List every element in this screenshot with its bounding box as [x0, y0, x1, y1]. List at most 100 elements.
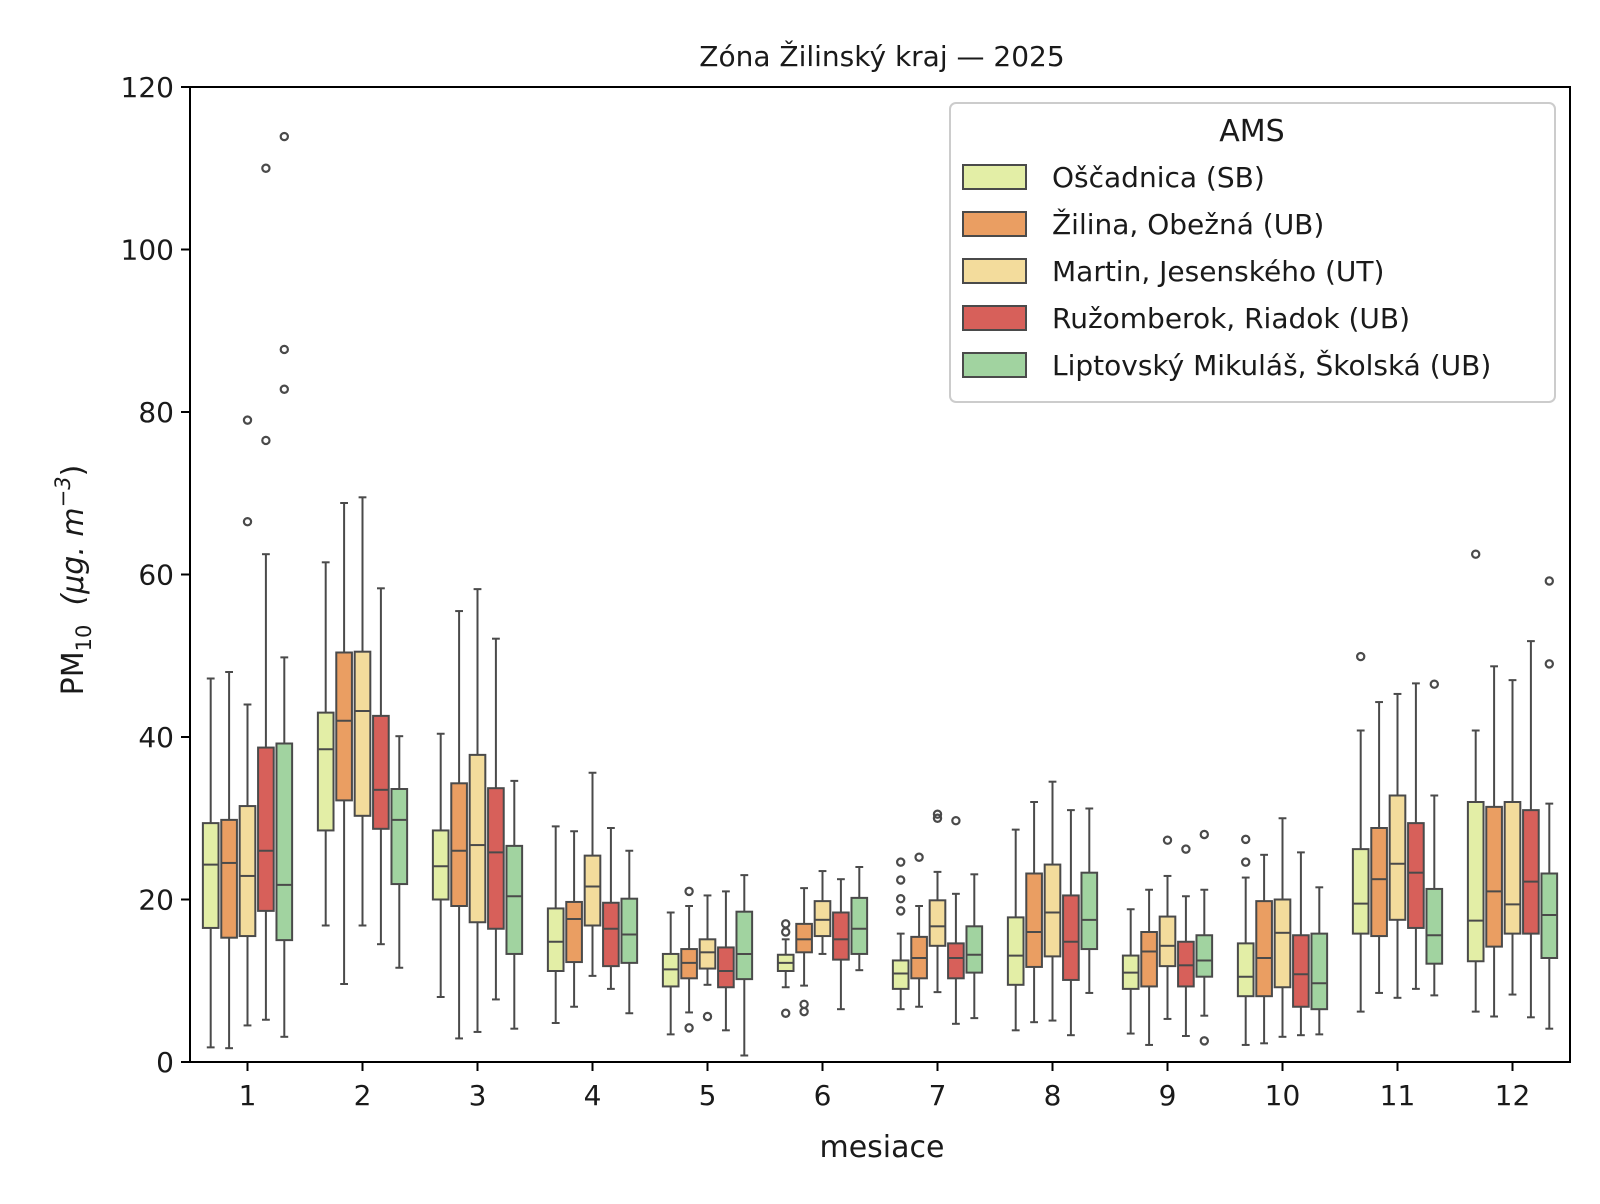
box [275, 742, 294, 942]
box-group [1062, 809, 1080, 1037]
box [735, 910, 754, 981]
box-group [735, 874, 754, 1057]
box [1425, 887, 1444, 965]
box [698, 938, 717, 970]
box-group [910, 852, 928, 1008]
x-tick-label: 8 [1044, 1079, 1062, 1112]
box [505, 844, 524, 955]
box [353, 650, 372, 817]
x-tick-label: 7 [929, 1079, 947, 1112]
box [1466, 801, 1485, 963]
box [238, 805, 257, 938]
box-group [776, 919, 795, 1018]
legend: AMS Oščadnica (SB) Žilina, Obežná (UB) Mar… [949, 102, 1556, 403]
box [257, 746, 275, 912]
outlier-point [781, 1008, 791, 1018]
outlier-point [261, 435, 271, 446]
box-group [1425, 679, 1444, 997]
outlier-point [1544, 576, 1555, 586]
box-group [565, 830, 583, 1008]
box-group [1485, 665, 1503, 1018]
box-group [698, 894, 717, 1022]
box [891, 959, 910, 990]
box-group [965, 873, 984, 1020]
box-group [390, 735, 409, 969]
box-group [257, 163, 275, 1021]
box [335, 651, 353, 802]
legend-entry: Žilina, Obežná (UB) [962, 207, 1324, 241]
box [1062, 894, 1080, 981]
box-group [891, 857, 910, 1011]
box-group [353, 496, 372, 927]
box-group [275, 131, 294, 1038]
x-tick-label: 3 [469, 1079, 487, 1112]
y-tick-label: 40 [138, 721, 174, 754]
outlier-point [1429, 679, 1440, 689]
box [1255, 900, 1273, 998]
outlier-point [896, 893, 906, 904]
box [1292, 934, 1310, 1008]
box-group [1158, 835, 1177, 1020]
outlier-point [1355, 651, 1366, 662]
legend-entry: Liptovský Mikuláš, Školská (UB) [962, 348, 1491, 382]
box-group [1370, 701, 1388, 994]
box [1006, 916, 1025, 986]
y-tick-label: 120 [121, 71, 174, 104]
box-group [1522, 640, 1540, 1019]
x-tick-label: 4 [584, 1079, 602, 1112]
outlier-point [896, 906, 906, 916]
box [372, 714, 390, 830]
y-tick-label: 0 [156, 1046, 174, 1079]
outlier-point [914, 852, 924, 862]
legend-frame [949, 102, 1556, 403]
box-group [1140, 888, 1158, 1046]
box-group [1310, 886, 1329, 1036]
box-group [583, 771, 602, 977]
y-tick-label: 60 [138, 559, 174, 592]
box-group [316, 561, 335, 927]
box-group [431, 732, 450, 998]
box [1485, 805, 1503, 948]
box [1503, 801, 1522, 935]
box-group [1043, 780, 1062, 1022]
y-tick-label: 100 [121, 234, 174, 267]
x-tick-label: 9 [1159, 1079, 1177, 1112]
x-tick-label: 5 [699, 1079, 717, 1112]
box [390, 788, 409, 886]
outlier-point [242, 516, 253, 527]
box-group [1025, 801, 1043, 1024]
x-tick-label: 12 [1495, 1079, 1531, 1112]
x-tick-label: 1 [239, 1079, 257, 1112]
box [602, 901, 620, 968]
legend-swatch [962, 258, 1027, 284]
box [947, 942, 965, 980]
box [1177, 940, 1195, 988]
outlier-point [1544, 659, 1555, 669]
box [468, 753, 487, 924]
box [1140, 931, 1158, 988]
outlier-point [932, 813, 943, 823]
outlier-point [261, 163, 271, 173]
box-group [795, 887, 813, 1017]
box-group [450, 610, 468, 1040]
x-tick-label: 11 [1380, 1079, 1416, 1112]
box-group [1236, 834, 1255, 1046]
box [1370, 827, 1388, 938]
box [201, 822, 220, 929]
legend-entry: Oščadnica (SB) [962, 161, 1265, 194]
outlier-point [279, 344, 289, 355]
box-group [602, 827, 620, 990]
y-axis-label-close: ) [56, 465, 91, 477]
box [795, 922, 813, 954]
outlier-point [1240, 857, 1251, 867]
box [832, 911, 850, 961]
legend-swatch [962, 164, 1027, 190]
y-axis-label-main: PM [56, 651, 91, 695]
box-group [1195, 829, 1214, 1046]
box [1236, 942, 1255, 998]
box [1080, 871, 1099, 951]
outlier-point [799, 999, 809, 1010]
box-group [372, 587, 390, 946]
legend-swatch [962, 305, 1027, 331]
